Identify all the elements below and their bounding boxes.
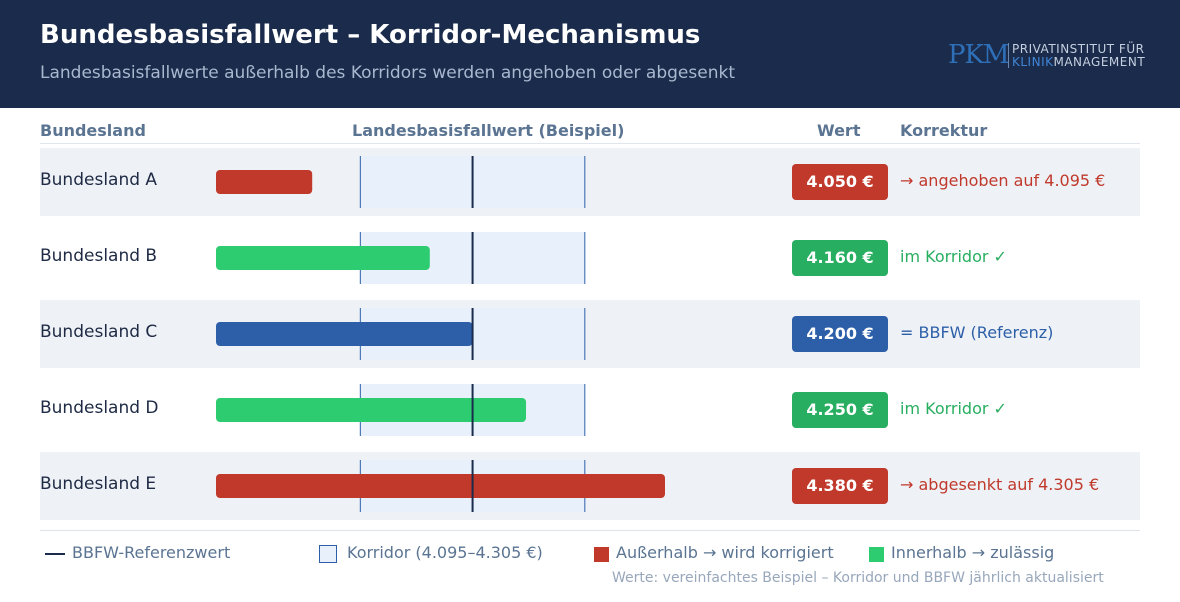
row-label: Bundesland C	[40, 322, 158, 342]
logo-text-management: MANAGEMENT	[1053, 55, 1146, 69]
chart-row: Bundesland C 4.200 € = BBFW (Referenz)	[40, 300, 1140, 368]
legend-reference-label: BBFW-Referenzwert	[72, 543, 231, 562]
legend-reference-swatch	[45, 553, 65, 555]
value-badge: 4.380 €	[792, 468, 888, 504]
correction-text: im Korridor ✓	[900, 247, 1007, 266]
page-subtitle: Landesbasisfallwerte außerhalb des Korri…	[40, 63, 735, 83]
legend-inside-swatch	[869, 547, 884, 562]
row-label: Bundesland A	[40, 170, 158, 190]
footnote: Werte: vereinfachtes Beispiel – Korridor…	[612, 570, 1104, 586]
pkm-logo: PKM PRIVATINSTITUT FÜR KLINIKMANAGEMENT	[948, 40, 1158, 72]
correction-text: → angehoben auf 4.095 €	[900, 171, 1106, 190]
legend-inside-label: Innerhalb → zulässig	[891, 543, 1055, 562]
correction-text: → abgesenkt auf 4.305 €	[900, 475, 1100, 494]
legend-corridor-label: Korridor (4.095–4.305 €)	[347, 543, 543, 562]
logo-text-line2: KLINIKMANAGEMENT	[1012, 55, 1145, 69]
header-banner: Bundesbasisfallwert – Korridor-Mechanism…	[0, 0, 1180, 108]
value-badge: 4.250 €	[792, 392, 888, 428]
header-divider	[40, 143, 1140, 144]
value-bar	[216, 170, 313, 194]
value-bar	[216, 474, 665, 498]
correction-text: = BBFW (Referenz)	[900, 323, 1054, 342]
legend-outside-label: Außerhalb → wird korrigiert	[616, 543, 834, 562]
chart-row: Bundesland D 4.250 € im Korridor ✓	[40, 376, 1140, 444]
logo-divider	[1008, 43, 1009, 68]
row-label: Bundesland D	[40, 398, 159, 418]
value-bar	[216, 246, 430, 270]
logo-text-line1: PRIVATINSTITUT FÜR	[1012, 42, 1145, 56]
page-title: Bundesbasisfallwert – Korridor-Mechanism…	[40, 20, 701, 50]
value-badge: 4.160 €	[792, 240, 888, 276]
logo-text-klinik: KLINIK	[1012, 55, 1054, 69]
legend-outside-swatch	[594, 547, 609, 562]
column-header-chart: Landesbasisfallwert (Beispiel)	[352, 121, 625, 140]
value-bar	[216, 398, 527, 422]
row-label: Bundesland B	[40, 246, 158, 266]
column-header-korrektur: Korrektur	[900, 121, 988, 140]
column-header-bundesland: Bundesland	[40, 121, 146, 140]
correction-text: im Korridor ✓	[900, 399, 1007, 418]
value-badge: 4.200 €	[792, 316, 888, 352]
value-bar	[216, 322, 473, 346]
footer-divider	[40, 530, 1140, 531]
value-badge: 4.050 €	[792, 164, 888, 200]
row-label: Bundesland E	[40, 474, 157, 494]
legend-corridor-swatch	[319, 545, 337, 563]
logo-mark: PKM	[948, 40, 1010, 70]
column-header-wert: Wert	[817, 121, 861, 140]
chart-row: Bundesland B 4.160 € im Korridor ✓	[40, 224, 1140, 292]
